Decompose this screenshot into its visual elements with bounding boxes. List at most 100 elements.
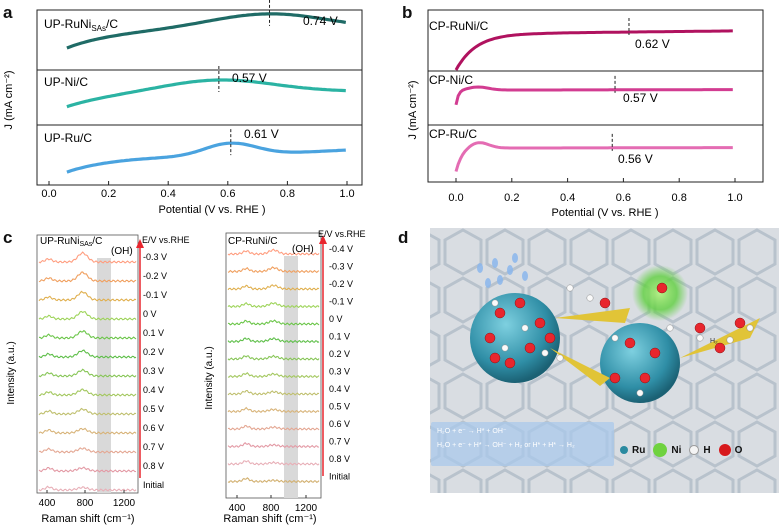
potential-level-label: 0.5 V: [329, 402, 350, 412]
potential-level-label: 0.8 V: [329, 454, 350, 464]
raman-spectrum: [39, 388, 137, 397]
panel-b-chart: 0.0 0.2 0.4 0.6 0.8 1.0 J (mA cm⁻²) Potential…: [407, 9, 764, 219]
ru-atom-icon: [620, 446, 628, 454]
panel-c-left-chart: 400 800 1200 Intensity (a.u.) Raman shift …: [6, 234, 190, 525]
raman-spectrum: [38, 349, 137, 359]
potential-level-label: 0.3 V: [143, 366, 164, 376]
oxygen-atom: [714, 342, 726, 354]
hydrogen-atom: [696, 334, 704, 342]
panel-b-label-ru: CP-Ru/C: [429, 127, 477, 141]
x-tick-label: 0.2: [101, 188, 116, 200]
panel-label-a: a: [3, 3, 13, 22]
raman-spectrum: [227, 266, 320, 274]
water-droplet: [512, 253, 518, 263]
legend-ni: Ni: [671, 444, 682, 456]
raman-spectrum: [38, 407, 137, 416]
potential-level-label: -0.3 V: [143, 252, 167, 262]
panel-a-peak-ni: 0.57 V: [232, 71, 267, 85]
ruthenium-nanoparticle: [600, 323, 680, 403]
panel-c-left-title: UP-RuNiSAs/C: [40, 236, 102, 248]
potential-level-label: Initial: [143, 480, 164, 490]
potential-level-label: 0 V: [329, 314, 343, 324]
panel-a-label-ni: UP-Ni/C: [44, 75, 88, 89]
hydrogen-atom: [726, 336, 734, 344]
hydrogen-atom: [636, 389, 644, 397]
transfer-arrow: [550, 348, 610, 386]
potential-level-label: 0.3 V: [329, 367, 350, 377]
potential-level-label: 0.6 V: [329, 419, 350, 429]
transfer-arrow: [555, 308, 630, 323]
oxygen-atom: [524, 342, 536, 354]
raman-spectrum: [38, 290, 137, 302]
potential-level-label: 0.4 V: [329, 384, 350, 394]
x-tick-label: 1200: [113, 498, 136, 509]
panel-c-right-ylabel: Intensity (a.u.): [204, 346, 215, 409]
oxygen-atom: [599, 297, 611, 309]
raman-spectrum: [38, 466, 137, 473]
potential-level-label: Initial: [329, 472, 350, 482]
potential-level-label: 0.1 V: [143, 328, 164, 338]
hydrogen-atom: [521, 324, 529, 332]
x-tick-label: 400: [39, 498, 56, 509]
equation-heyrovsky-tafel: H₂O + e⁻ + H* → OH⁻ + H₂ or H* + H* → H₂: [437, 442, 575, 449]
panel-b-peak-runi: 0.62 V: [635, 37, 670, 51]
raman-spectrum: [227, 389, 320, 396]
equation-volmer: H₂O + e⁻ → H* + OH⁻: [437, 428, 507, 435]
panel-label-c: c: [3, 228, 13, 247]
raman-spectrum: [38, 485, 137, 492]
x-tick-label: 0.8: [280, 188, 295, 200]
water-droplet: [492, 258, 498, 268]
potential-level-label: 0.2 V: [143, 347, 164, 357]
oxygen-atom: [734, 317, 746, 329]
potential-level-label: 0.7 V: [329, 437, 350, 447]
raman-spectrum: [228, 372, 320, 379]
oxygen-atom: [656, 282, 668, 294]
water-droplet: [477, 263, 483, 273]
panel-c-right-xlabel: Raman shift (cm⁻¹): [223, 513, 316, 525]
legend-h: H: [703, 444, 711, 456]
panel-a-series: [66, 12, 347, 50]
panel-label-b: b: [402, 3, 413, 22]
hydrogen-atom: [611, 334, 619, 342]
oxygen-atom: [494, 307, 506, 319]
hydrogen-atom: [566, 284, 574, 292]
potential-level-label: -0.2 V: [329, 279, 353, 289]
panel-b-peak-ni: 0.57 V: [623, 91, 658, 105]
raman-spectrum: [38, 447, 137, 454]
x-tick-label: 1.0: [339, 188, 354, 200]
legend-ru: Ru: [632, 444, 646, 456]
o-atom-icon: [718, 444, 731, 456]
x-tick-label: 800: [263, 503, 280, 514]
panel-c-right-oh: (OH): [292, 244, 314, 255]
raman-spectrum: [227, 284, 320, 291]
oxygen-atom: [489, 352, 501, 364]
x-tick-label: 0.4: [560, 192, 575, 204]
raman-spectrum: [227, 442, 320, 449]
water-droplet: [522, 271, 528, 281]
panel-a-xlabel: Potential (V vs. RHE ): [159, 204, 266, 216]
legend-o: O: [734, 444, 743, 456]
panel-d-schematic: H₂: [430, 228, 779, 493]
panel-a-peak-ru: 0.61 V: [244, 127, 279, 141]
panel-a-series: [66, 141, 346, 174]
potential-level-label: 0.8 V: [143, 461, 164, 471]
potential-level-label: 0.4 V: [143, 385, 164, 395]
panel-b-series: [454, 141, 733, 172]
oxygen-atom: [534, 317, 546, 329]
water-droplet: [497, 275, 503, 285]
panel-a-label-runi: UP-RuNiSAs/C: [44, 17, 118, 33]
potential-level-label: -0.1 V: [143, 290, 167, 300]
water-droplet: [507, 265, 513, 275]
water-droplet: [485, 278, 491, 288]
panel-b-label-runi: CP-RuNi/C: [429, 19, 489, 33]
panel-a-ylabel: J (mA cm⁻²): [3, 71, 15, 130]
potential-level-label: 0.5 V: [143, 404, 164, 414]
raman-spectrum: [227, 319, 320, 326]
x-tick-label: 1.0: [727, 192, 742, 204]
potential-arrow-head: [319, 235, 327, 244]
oxygen-atom: [639, 372, 651, 384]
hydrogen-atom: [491, 299, 499, 307]
raman-spectrum: [227, 477, 320, 484]
potential-level-label: -0.4 V: [329, 244, 353, 254]
potential-level-label: 0.2 V: [329, 349, 350, 359]
